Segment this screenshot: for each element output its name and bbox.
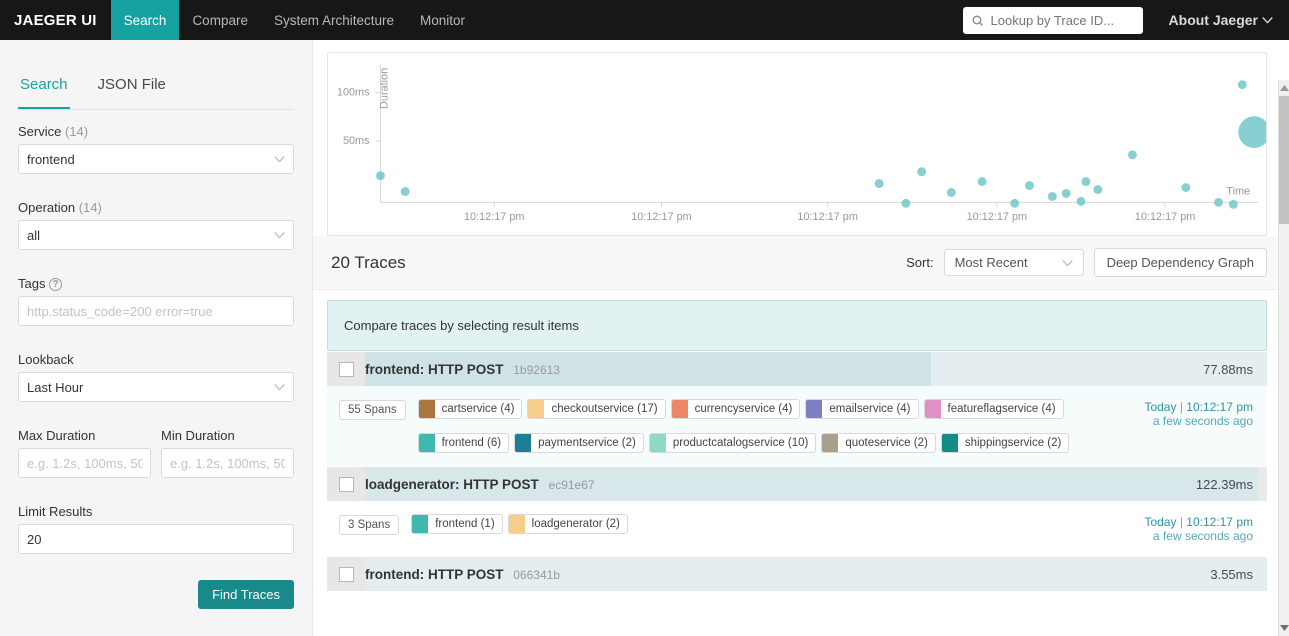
svg-text:Time: Time [1226,185,1250,197]
svg-text:10:12:17 pm: 10:12:17 pm [1135,211,1195,223]
svg-text:10:12:17 pm: 10:12:17 pm [631,211,691,223]
svg-text:Duration: Duration [378,68,390,109]
svg-text:10:12:17 pm: 10:12:17 pm [797,211,857,223]
svg-text:100ms: 100ms [337,87,370,99]
svg-text:10:12:17 pm: 10:12:17 pm [464,211,524,223]
svg-text:50ms: 50ms [343,135,370,147]
svg-text:10:12:17 pm: 10:12:17 pm [967,211,1027,223]
